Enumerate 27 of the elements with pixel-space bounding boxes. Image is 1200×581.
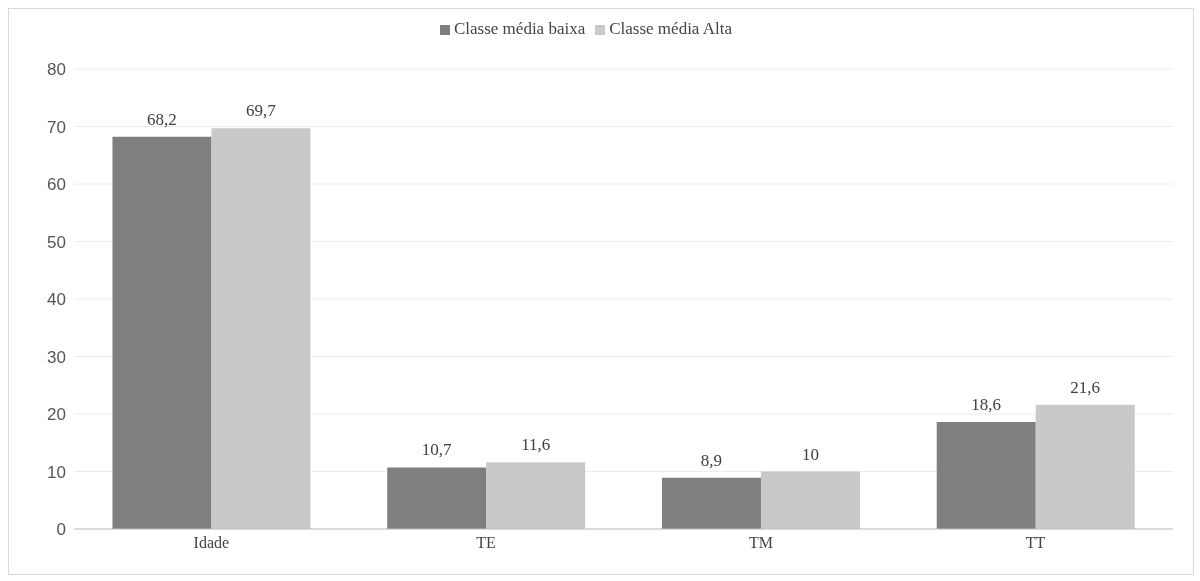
legend-label: Classe média baixa: [453, 19, 586, 38]
data-label: 11,6: [521, 435, 551, 455]
x-tick-label: TE: [476, 534, 496, 552]
data-label: 68,2: [147, 109, 177, 129]
data-label: 21,6: [1070, 377, 1101, 397]
y-tick-label: 50: [47, 232, 66, 252]
x-tick-label: Idade: [193, 534, 230, 552]
y-tick-label: 70: [47, 117, 66, 137]
data-label: 8,9: [700, 450, 723, 470]
bar: [936, 422, 1036, 529]
y-tick-label: 30: [47, 347, 66, 367]
data-label: 10,7: [421, 440, 453, 460]
y-tick-label: 20: [47, 405, 66, 425]
x-tick-label: TT: [1025, 534, 1046, 552]
y-tick-label: 60: [47, 175, 66, 195]
y-tick-label: 10: [47, 462, 66, 482]
bar: [387, 467, 487, 529]
y-tick-label: 80: [47, 60, 66, 80]
y-tick-label: 0: [56, 520, 66, 540]
data-label: 69,7: [246, 101, 277, 121]
bar: [661, 477, 761, 529]
data-label: 10: [801, 444, 819, 464]
x-tick-label: TM: [748, 534, 773, 552]
y-tick-label: 40: [47, 290, 66, 310]
data-label: 18,6: [971, 395, 1002, 415]
legend-label: Classe média Alta: [609, 19, 732, 38]
bar: [112, 136, 212, 529]
